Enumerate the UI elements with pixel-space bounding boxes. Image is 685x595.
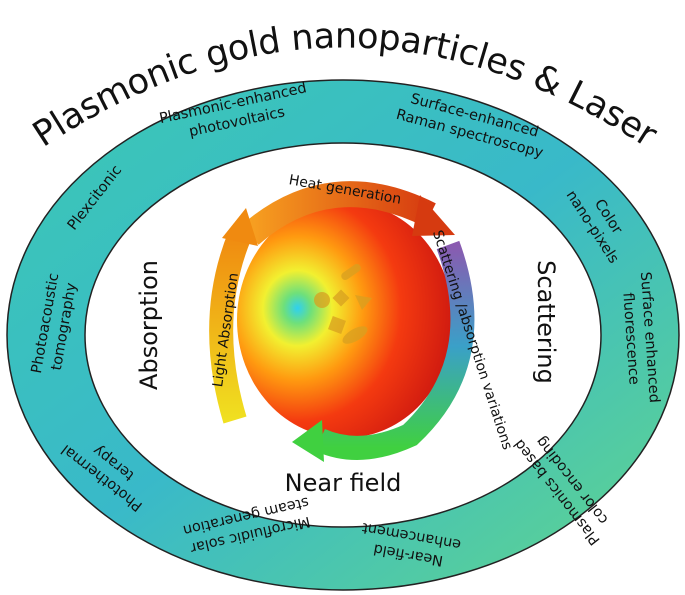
ring-label: fluorescence (619, 292, 641, 385)
heat-arrowhead (412, 195, 455, 236)
near-field-label: Near field (285, 469, 402, 497)
light-arrow (209, 230, 252, 424)
nanoparticle-field (237, 202, 453, 438)
scattering-label: Scattering (532, 260, 560, 384)
scattering-arrow (315, 240, 475, 460)
scattering-arrowhead (292, 420, 324, 462)
nanoparticles (314, 263, 372, 344)
absorption-label: Absorption (135, 260, 163, 390)
heat-arrow (241, 181, 436, 245)
light-arrowhead (222, 208, 258, 246)
